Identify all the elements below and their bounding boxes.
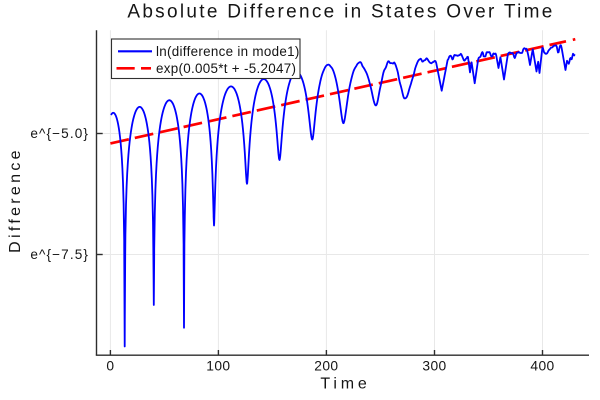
svg-text:0: 0 [106,359,114,374]
svg-text:exp(0.005*t + -5.2047): exp(0.005*t + -5.2047) [156,61,296,76]
svg-text:Difference: Difference [7,147,24,253]
svg-text:400: 400 [530,359,554,374]
svg-text:e^{−5.0}: e^{−5.0} [30,126,89,141]
svg-text:200: 200 [314,359,338,374]
svg-text:e^{−7.5}: e^{−7.5} [30,247,89,262]
svg-text:ln(difference in mode1): ln(difference in mode1) [156,44,300,59]
svg-text:300: 300 [422,359,446,374]
svg-text:Absolute Difference in States: Absolute Difference in States Over Time [127,2,554,23]
svg-text:100: 100 [206,359,230,374]
svg-text:Time: Time [320,376,370,393]
